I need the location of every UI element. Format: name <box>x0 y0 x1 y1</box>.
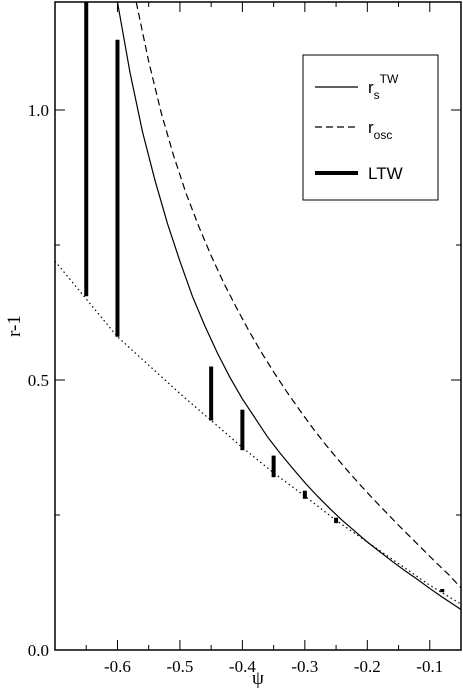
ticks-layer: -0.6 -0.5 -0.4 -0.3 -0.2 -0.1 0.0 0.5 1.0 <box>28 2 462 676</box>
legend: rsTW rosc LTW <box>302 54 439 201</box>
ltw-bars-layer <box>84 2 445 593</box>
x-axis-label: ψ <box>252 668 264 689</box>
x-tick-label: -0.5 <box>166 657 193 676</box>
y-axis-label: r-1 <box>4 315 25 337</box>
legend-label: rosc <box>368 118 392 142</box>
series-layer <box>55 2 461 611</box>
x-tick-label: -0.3 <box>291 657 318 676</box>
y-tick-label: 0.0 <box>28 641 49 660</box>
series-dashed-line <box>135 2 461 589</box>
legend-label: rsTW <box>368 72 399 102</box>
y-tick-label: 1.0 <box>28 101 49 120</box>
x-tick-label: -0.1 <box>416 657 443 676</box>
legend-label: LTW <box>368 164 403 183</box>
x-tick-label: -0.6 <box>104 657 131 676</box>
legend-box <box>302 54 439 201</box>
series-dotted-line <box>55 260 461 605</box>
x-tick-label: -0.2 <box>354 657 381 676</box>
series-solid-line <box>116 2 461 611</box>
x-tick-label: -0.4 <box>229 657 256 676</box>
y-tick-label: 0.5 <box>28 371 49 390</box>
